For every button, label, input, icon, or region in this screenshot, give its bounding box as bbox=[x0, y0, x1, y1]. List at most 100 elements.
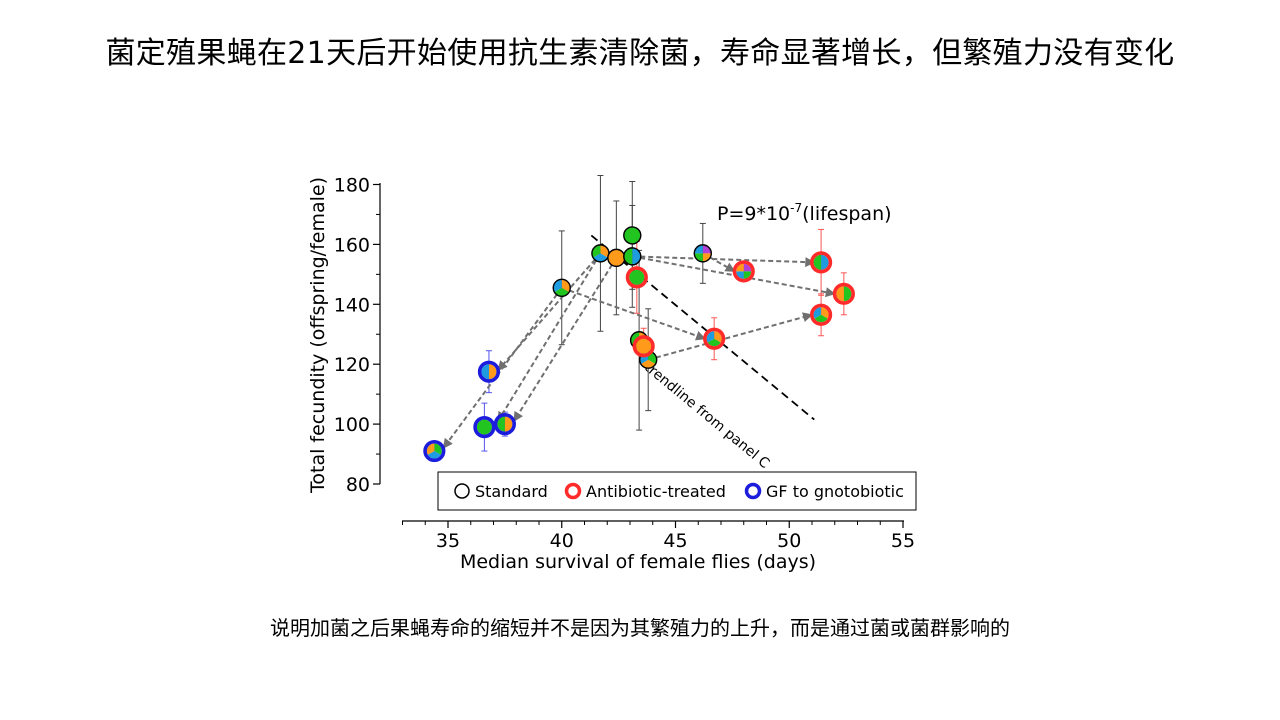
y-tick-label-100: 100 bbox=[334, 414, 370, 436]
point-ring bbox=[623, 247, 642, 266]
shift-arrow-7 bbox=[497, 252, 602, 422]
y-tick-label-160: 160 bbox=[334, 234, 370, 256]
shift-arrow-0 bbox=[632, 255, 816, 268]
legend-antibiotic-label: Antibiotic-treated bbox=[586, 482, 726, 501]
point-wedge bbox=[427, 451, 441, 459]
point-wedge bbox=[813, 307, 822, 319]
shift-arrow-8 bbox=[513, 257, 618, 422]
point-ring bbox=[477, 360, 501, 383]
y-tick-label-180: 180 bbox=[334, 175, 370, 197]
point-wedge bbox=[814, 314, 828, 323]
data-point-18 bbox=[832, 282, 855, 305]
legend: Standard Antibiotic-treated GF to gnotob… bbox=[437, 471, 917, 511]
shift-arrow-6 bbox=[442, 287, 563, 449]
data-point-17 bbox=[809, 303, 833, 326]
point-wedge bbox=[497, 416, 505, 432]
point-wedge bbox=[623, 247, 633, 265]
shift-arrow-4 bbox=[647, 312, 813, 361]
data-point-14 bbox=[703, 327, 726, 350]
x-tick-label-45: 45 bbox=[663, 530, 687, 552]
point-wedge bbox=[640, 359, 656, 369]
point-wedge bbox=[714, 331, 722, 343]
y-tick-label-80: 80 bbox=[346, 474, 370, 496]
point-wedge bbox=[843, 286, 852, 302]
point-wedge bbox=[702, 244, 712, 254]
point-wedge bbox=[707, 338, 721, 347]
point-ring bbox=[473, 415, 496, 439]
data-point-15 bbox=[732, 260, 755, 283]
data-point-5 bbox=[591, 244, 610, 263]
data-point-13 bbox=[632, 335, 655, 358]
point-ring bbox=[423, 439, 446, 463]
p-value-prefix: P=9*10 bbox=[717, 203, 790, 225]
slide-title: 菌定殖果蝇在21天后开始使用抗生素清除菌，寿命显著增长，但繁殖力没有变化 bbox=[105, 36, 1175, 71]
point-wedge bbox=[694, 244, 703, 254]
point-wedge bbox=[702, 253, 712, 262]
point-wedge bbox=[813, 254, 822, 270]
point-ring bbox=[493, 413, 516, 436]
point-ring bbox=[809, 303, 833, 326]
point-wedge bbox=[821, 254, 829, 270]
point-wedge bbox=[821, 307, 829, 319]
data-point-8 bbox=[623, 226, 642, 245]
shift-arrow-3 bbox=[561, 286, 707, 341]
point-wedge bbox=[736, 271, 744, 279]
trendline bbox=[590, 234, 815, 421]
p-value-exponent: -7 bbox=[790, 201, 802, 215]
data-point-7 bbox=[623, 247, 642, 266]
shift-arrow-2 bbox=[632, 255, 836, 298]
point-ring bbox=[623, 226, 642, 245]
point-wedge bbox=[593, 253, 608, 262]
trendline-label: trendline from panel C bbox=[641, 359, 772, 472]
y-tick-label-120: 120 bbox=[334, 354, 370, 376]
shift-arrow-1 bbox=[702, 252, 736, 273]
scatter-chart: 35 40 45 50 55 80 100 120 140 160 180 trendline f… bbox=[307, 175, 917, 573]
point-wedge bbox=[736, 263, 744, 272]
data-point-2 bbox=[477, 360, 501, 383]
point-wedge bbox=[488, 364, 497, 380]
x-tick-label-35: 35 bbox=[436, 530, 460, 552]
y-axis-label: Total fecundity (offspring/female) bbox=[307, 177, 329, 494]
slide-caption: 说明加菌之后果蝇寿命的缩短并不是因为其繁殖力的上升，而是通过菌或菌群影响的 bbox=[270, 616, 1010, 640]
point-fill bbox=[623, 226, 641, 244]
point-ring bbox=[552, 278, 571, 298]
legend-gnotobiotic-symbol bbox=[744, 482, 762, 500]
legend-box bbox=[437, 471, 917, 511]
point-fill bbox=[476, 419, 492, 435]
point-wedge bbox=[706, 331, 715, 343]
point-wedge bbox=[504, 416, 513, 432]
data-point-11 bbox=[693, 244, 712, 263]
legend-standard-label: Standard bbox=[475, 482, 548, 501]
shift-arrow-5 bbox=[497, 252, 602, 371]
point-wedge bbox=[632, 247, 641, 265]
p-value-suffix: (lifespan) bbox=[802, 203, 891, 225]
data-point-4 bbox=[552, 278, 571, 298]
data-point-12 bbox=[625, 266, 648, 289]
point-fill bbox=[607, 249, 625, 267]
data-point-0 bbox=[423, 439, 446, 463]
data-point-16 bbox=[809, 251, 833, 274]
data-point-6 bbox=[607, 248, 626, 268]
point-ring bbox=[632, 335, 655, 358]
data-point-3 bbox=[493, 413, 516, 436]
point-wedge bbox=[694, 253, 703, 262]
point-ring bbox=[703, 327, 726, 350]
x-tick-label-50: 50 bbox=[777, 530, 801, 552]
point-wedge bbox=[836, 286, 844, 302]
x-tick-label-40: 40 bbox=[550, 530, 574, 552]
legend-standard-symbol bbox=[454, 483, 470, 499]
p-value-annotation: P=9*10-7(lifespan) bbox=[717, 201, 892, 225]
point-ring bbox=[625, 266, 648, 289]
x-axis-label: Median survival of female flies (days) bbox=[460, 551, 816, 573]
point-wedge bbox=[743, 271, 752, 279]
point-ring bbox=[693, 244, 712, 263]
point-wedge bbox=[481, 364, 489, 380]
point-fill bbox=[629, 269, 645, 285]
point-wedge bbox=[554, 287, 570, 297]
data-point-1 bbox=[473, 415, 496, 439]
point-wedge bbox=[426, 443, 435, 455]
point-ring bbox=[832, 282, 855, 305]
x-tick-label-55: 55 bbox=[891, 530, 915, 552]
point-wedge bbox=[434, 443, 442, 455]
y-tick-label-140: 140 bbox=[334, 294, 370, 316]
